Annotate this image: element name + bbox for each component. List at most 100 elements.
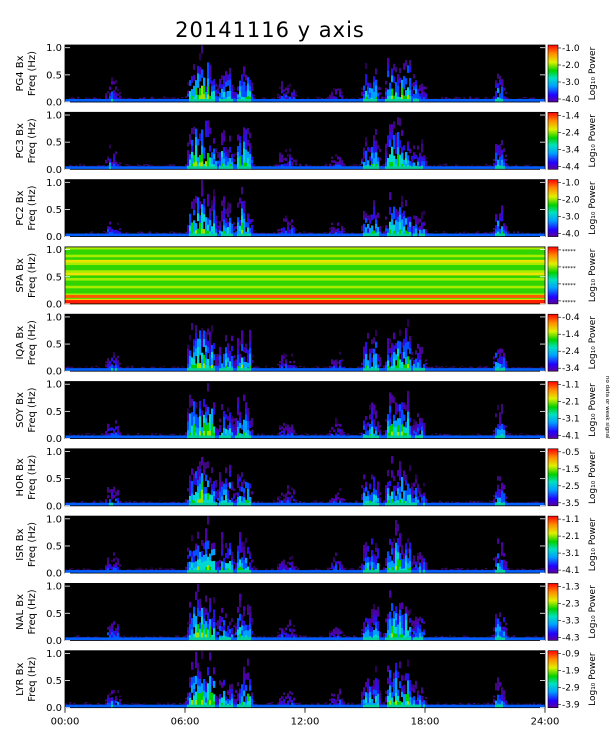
spectrogram-cell xyxy=(371,152,374,159)
spectrogram-cell xyxy=(209,348,212,355)
spectrogram-cell xyxy=(245,136,248,143)
spectrogram-cell xyxy=(213,84,216,91)
spectrogram-cell xyxy=(385,87,388,92)
spectrogram-cell xyxy=(279,366,282,369)
spectrogram-cell xyxy=(89,231,92,233)
spectrogram-cell xyxy=(325,163,328,165)
spectrogram-cell xyxy=(293,233,296,237)
spectrogram-cell xyxy=(197,197,200,206)
spectrogram-cell xyxy=(133,166,136,170)
spectrogram-cell xyxy=(393,162,396,170)
spectrogram-cell xyxy=(513,99,516,102)
spectrogram-cell xyxy=(227,153,230,158)
spectrogram-cell xyxy=(365,233,368,237)
spectrogram-cell xyxy=(227,361,230,367)
spectrogram-cell xyxy=(377,157,380,162)
spectrogram-cell xyxy=(387,58,390,65)
spectrogram-cell xyxy=(117,89,120,92)
spectrogram-cell xyxy=(97,368,100,372)
spectrogram-cell xyxy=(151,166,154,170)
spectrogram-cell xyxy=(447,233,450,237)
spectrogram-cell xyxy=(413,145,416,150)
spectrogram-cell xyxy=(375,152,378,159)
spectrogram-cell xyxy=(247,83,250,90)
spectrogram-cell xyxy=(421,226,424,230)
spectrogram-cell xyxy=(533,166,536,170)
spectrogram-cell xyxy=(375,329,378,337)
spectrogram-cell xyxy=(333,228,336,232)
spectrogram-cell xyxy=(495,80,498,85)
spectrogram-cell xyxy=(169,368,172,372)
spectrogram-cell xyxy=(279,233,282,237)
spectrogram-cell xyxy=(207,99,210,102)
spectrogram-cell xyxy=(391,368,394,372)
spectrogram-cell xyxy=(381,97,384,99)
spectrogram-cell xyxy=(263,368,266,372)
spectrogram-cell xyxy=(189,166,192,170)
spectrogram-cell xyxy=(297,166,300,170)
spectrogram-cell xyxy=(281,355,284,359)
spectrogram-cell xyxy=(213,343,216,349)
colorbar xyxy=(547,44,559,103)
spectrogram-cell xyxy=(477,99,480,102)
spectrogram-cell xyxy=(407,155,410,161)
spectrogram-cell xyxy=(101,165,104,167)
spectrogram-cell xyxy=(233,226,236,229)
spectrogram-cell xyxy=(177,233,180,237)
spectrogram-cell xyxy=(283,355,286,359)
spectrogram-cell xyxy=(389,99,392,102)
spectrogram-cell xyxy=(159,99,162,102)
spectrogram-cell xyxy=(207,193,210,201)
spectrogram-cell xyxy=(105,94,108,98)
spectrogram-cell xyxy=(213,368,216,372)
spectrogram-cell xyxy=(249,166,252,170)
spectrogram-cell xyxy=(113,233,116,237)
spectrogram-cell xyxy=(409,166,412,170)
spectrogram-cell xyxy=(185,166,188,170)
spectrogram-cell xyxy=(377,354,380,358)
spectrogram-cell xyxy=(311,367,314,369)
spectrogram-cell xyxy=(283,163,286,166)
spectrogram-cell xyxy=(393,233,396,237)
spectrogram-cell xyxy=(199,133,202,141)
spectrogram-cell xyxy=(151,165,154,167)
spectrogram-cell xyxy=(165,368,168,372)
spectrogram-cell xyxy=(367,332,370,339)
spectrogram-cell xyxy=(405,60,408,67)
spectrogram-cell xyxy=(209,359,212,366)
spectrogram-cell xyxy=(223,219,226,226)
spectrogram-cell xyxy=(363,89,366,95)
spectrogram-cell xyxy=(365,217,368,223)
spectrogram-cell xyxy=(375,219,378,224)
spectrogram-cell xyxy=(397,363,400,372)
spectrogram-cell xyxy=(383,164,386,166)
spectrogram-cell xyxy=(313,367,316,369)
spectrogram-cell xyxy=(399,67,402,74)
spectrogram-cell xyxy=(313,166,316,170)
spectrogram-cell xyxy=(201,153,204,162)
spectrogram-cell xyxy=(189,80,192,86)
spectrogram-cell xyxy=(301,368,304,372)
spectrogram-cell xyxy=(191,368,194,372)
spectrogram-cell xyxy=(377,357,380,362)
spectrogram-cell xyxy=(337,368,340,372)
spectrogram-cell xyxy=(239,156,242,163)
spectrogram-cell xyxy=(457,233,460,237)
spectrogram-cell xyxy=(339,231,342,235)
spectrogram-cell xyxy=(279,97,282,101)
spectrogram-cell xyxy=(415,215,418,221)
colorbar-tick-label: -3.4 xyxy=(562,145,580,155)
spectrogram-cell xyxy=(415,93,418,98)
spectrogram-cell xyxy=(351,164,354,166)
spectrogram-cell xyxy=(229,166,232,170)
spectrogram-cell xyxy=(525,166,528,170)
spectrogram-cell xyxy=(237,360,240,366)
spectrogram-cell xyxy=(251,88,254,92)
spectrogram-cell xyxy=(233,93,236,97)
spectrogram-cell xyxy=(119,231,122,234)
spectrogram-cell xyxy=(361,93,364,97)
spectrogram-cell xyxy=(227,79,230,86)
spectrogram-cell xyxy=(225,151,228,157)
spectrogram-cell xyxy=(285,233,288,237)
spectrogram-cell xyxy=(95,99,98,102)
